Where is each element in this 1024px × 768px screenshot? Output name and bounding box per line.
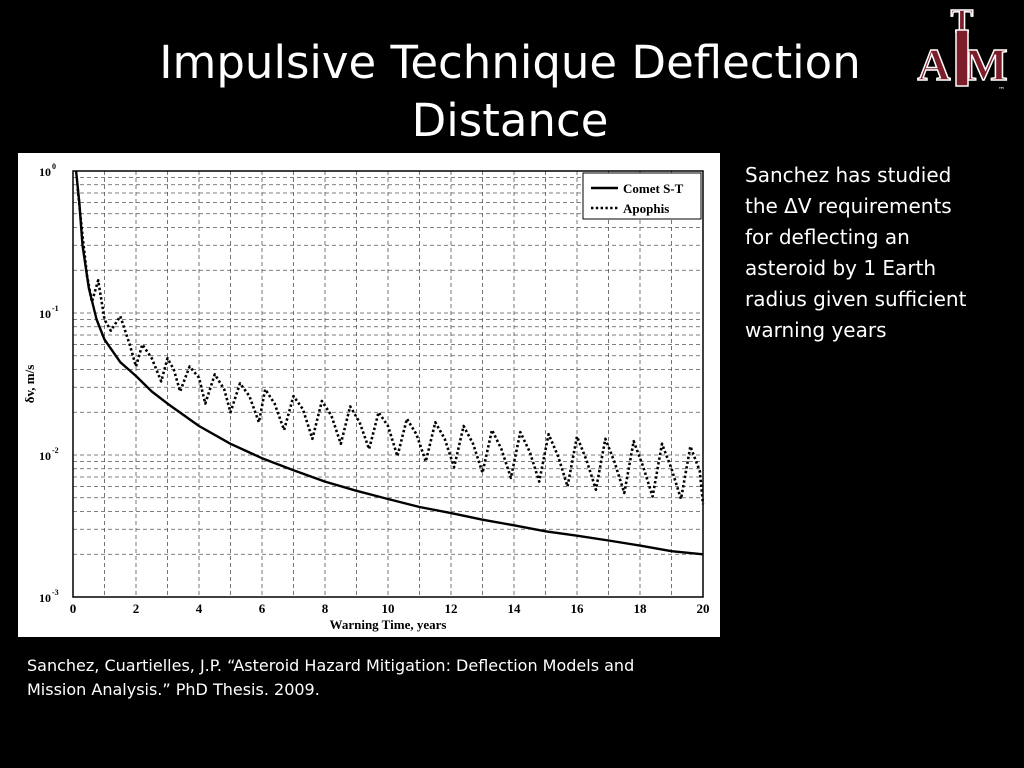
x-tick-label: 4: [196, 601, 203, 616]
x-axis-label: Warning Time, years: [330, 617, 447, 632]
grid-layer: [72, 171, 704, 598]
y-tick-exponent: -3: [52, 588, 59, 597]
y-tick-label: 10: [39, 165, 51, 179]
series-apophis: [76, 188, 705, 505]
y-tick-label: 10: [39, 307, 51, 321]
y-tick-exponent: -1: [52, 304, 59, 313]
series-comet-s-t: [74, 170, 704, 556]
x-tick-label: 0: [70, 601, 77, 616]
x-tick-label: 6: [259, 601, 266, 616]
texas-am-logo-icon: T A M ™: [917, 2, 1009, 94]
logo-letter-m: M: [964, 39, 1007, 90]
x-tick-label: 14: [508, 601, 522, 616]
legend-label: Apophis: [623, 201, 669, 216]
y-tick-label: 10: [39, 591, 51, 605]
x-tick-label: 12: [445, 601, 458, 616]
x-tick-label: 16: [571, 601, 585, 616]
x-tick-label: 18: [634, 601, 648, 616]
x-tick-label: 10: [382, 601, 395, 616]
x-tick-label: 20: [697, 601, 710, 616]
y-tick-exponent: 0: [52, 162, 56, 171]
y-tick-exponent: -2: [52, 446, 59, 455]
logo-letter-a: A: [917, 39, 950, 90]
y-axis-label: δv, m/s: [22, 365, 37, 404]
chart-legend: Comet S-T Apophis: [582, 172, 702, 220]
logo-tm: ™: [998, 86, 1005, 94]
plot-frame: [72, 170, 704, 598]
plot-panel: 0 2 4 6 8 10 12 14 16 18 20 10 0 10 -1 10 -2 10 -3 Warning…: [18, 153, 720, 637]
side-description: Sanchez has studied the ΔV requirements …: [745, 163, 967, 342]
x-tick-label: 8: [322, 601, 329, 616]
slide-title: Impulsive Technique Deflection Distance: [100, 34, 920, 150]
slide-title-line-2: Distance: [411, 94, 609, 147]
slide-title-line-1: Impulsive Technique Deflection: [159, 36, 861, 89]
series-layer: [74, 170, 705, 556]
legend-box: [582, 172, 702, 220]
citation-text: Sanchez, Cuartielles, J.P. “Asteroid Haz…: [27, 656, 635, 699]
y-tick-label: 10: [39, 449, 51, 463]
legend-label: Comet S-T: [623, 181, 684, 196]
x-tick-label: 2: [133, 601, 140, 616]
